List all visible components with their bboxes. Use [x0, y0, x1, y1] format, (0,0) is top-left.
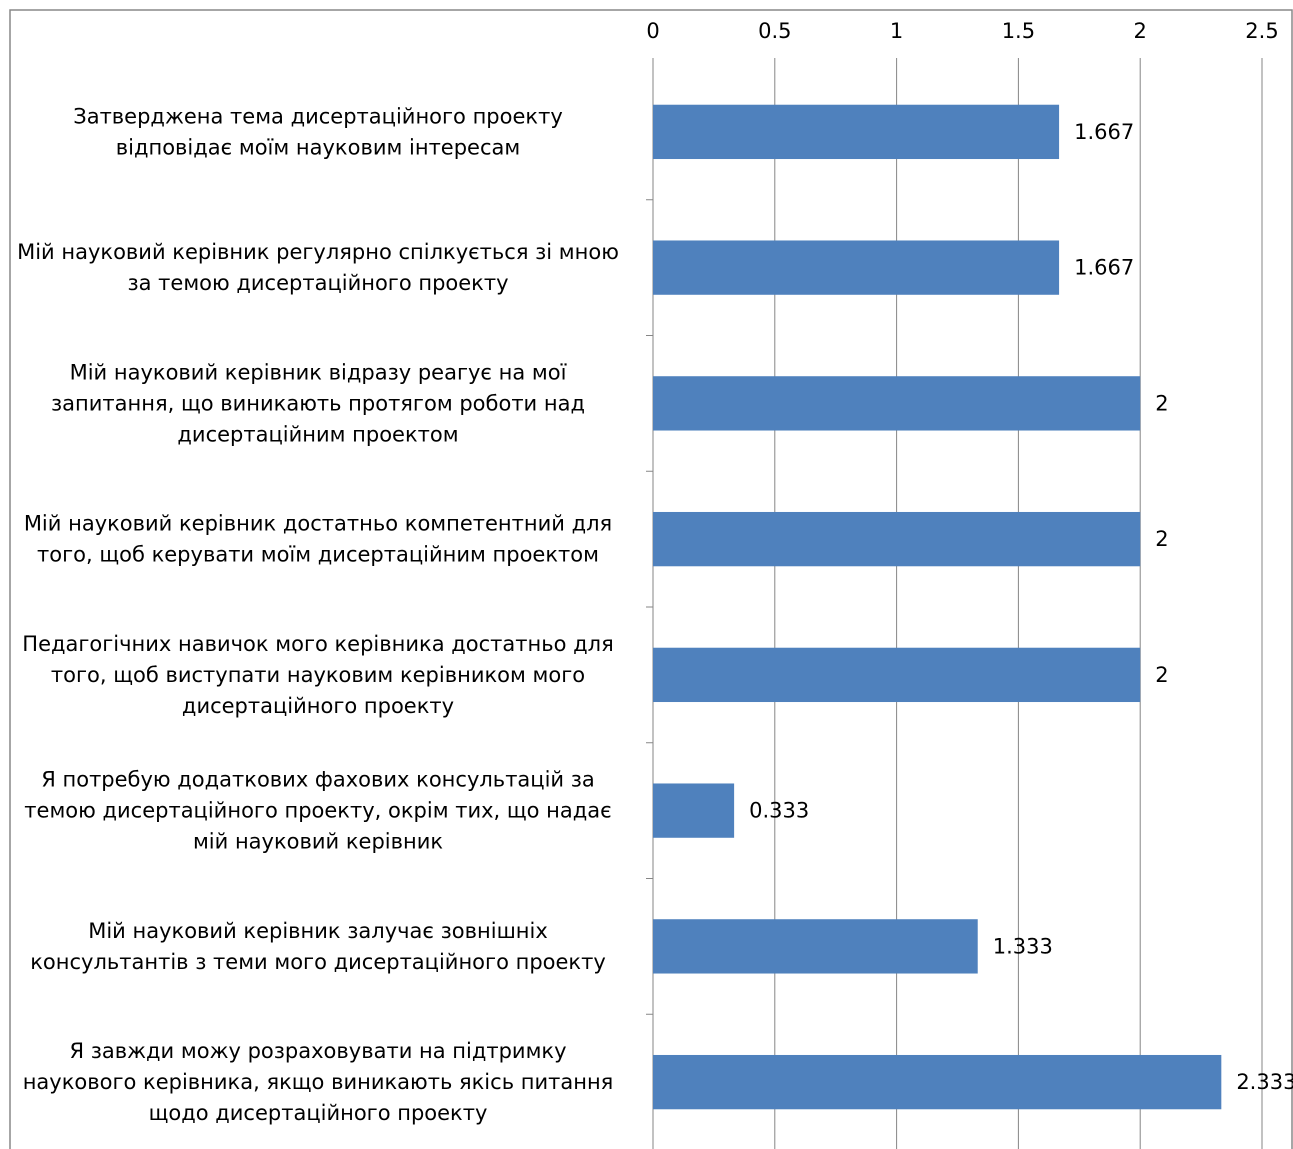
data-label: 1.667: [1074, 120, 1134, 144]
data-label: 2: [1155, 663, 1168, 687]
bar: [653, 647, 1141, 703]
bars: 1.667 1.667 2 2 2 0.333 1.333 2.333: [653, 104, 1293, 1110]
bar: [653, 104, 1060, 160]
category-label: того, щоб виступати науковим керівником …: [51, 663, 585, 687]
category-label: Я потребую додаткових фахових консультац…: [41, 768, 595, 792]
category-label: Мій науковий керівник залучає зовнішніх: [88, 919, 548, 943]
data-label: 1.667: [1074, 256, 1134, 280]
chart-border: [9, 9, 1293, 1149]
category-label: за темою дисертаційного проекту: [127, 271, 508, 295]
data-label: 1.333: [993, 934, 1053, 958]
x-tick-label: 0.5: [758, 19, 791, 43]
category-label: Мій науковий керівник відразу реагує на …: [70, 360, 567, 384]
data-label: 0.333: [749, 799, 809, 823]
bar: [653, 919, 978, 974]
category-label: Я завжди можу розраховувати на підтримку: [69, 1039, 566, 1063]
bar: [653, 240, 1060, 295]
category-label: відповідає моїм науковим інтересам: [116, 135, 520, 159]
category-label: запитання, що виникають протягом роботи …: [51, 391, 585, 415]
bar: [653, 376, 1141, 431]
category-label: дисертаційним проектом: [177, 422, 458, 446]
x-tick-label: 2.5: [1245, 19, 1278, 43]
category-label: Педагогічних навичок мого керівника дост…: [22, 632, 613, 656]
category-label: Затверджена тема дисертаційного проекту: [73, 104, 563, 128]
x-tick-label: 2: [1134, 19, 1147, 43]
category-label: щодо дисертаційного проекту: [149, 1101, 488, 1125]
category-label: консультантів з теми мого дисертаційного…: [30, 950, 606, 974]
category-label: наукового керівника, якщо виникають якіс…: [23, 1070, 614, 1094]
x-tick-label: 1.5: [1002, 19, 1035, 43]
data-label: 2.333: [1236, 1070, 1293, 1094]
category-label: Мій науковий керівник регулярно спілкуєт…: [17, 240, 619, 264]
category-label: того, щоб керувати моїм дисертаційним пр…: [37, 543, 599, 567]
bar: [653, 783, 735, 838]
category-label: мій науковий керівник: [193, 830, 443, 854]
data-label: 2: [1155, 527, 1168, 551]
x-axis-ticks: 0 0.5 1 1.5 2 2.5: [646, 19, 1279, 1015]
bar: [653, 511, 1141, 567]
x-tick-label: 1: [890, 19, 903, 43]
x-tick-label: 0: [646, 19, 659, 43]
category-label: темою дисертаційного проекту, окрім тих,…: [24, 799, 611, 823]
category-label: дисертаційного проекту: [182, 694, 454, 718]
category-label: Мій науковий керівник достатньо компетен…: [24, 512, 612, 536]
bar: [653, 1054, 1222, 1110]
data-label: 2: [1155, 391, 1168, 415]
category-labels: Затверджена тема дисертаційного проекту в…: [17, 104, 619, 1125]
